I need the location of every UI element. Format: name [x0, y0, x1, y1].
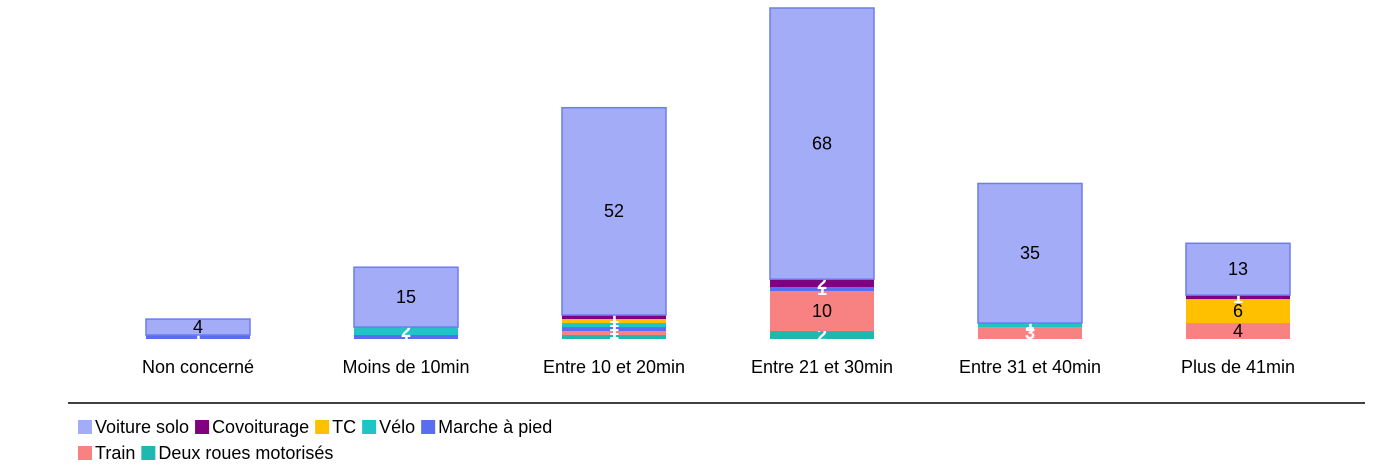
legend-label: Deux roues motorisés	[158, 443, 333, 463]
legend-label: Voiture solo	[95, 417, 189, 437]
bar-segment	[562, 315, 666, 320]
legend-label: Marche à pied	[438, 417, 552, 437]
value-label: 15	[396, 287, 416, 307]
value-label: 35	[1020, 243, 1040, 263]
x-tick-label: Plus de 41min	[1181, 357, 1295, 377]
bar-segment	[145, 318, 251, 336]
x-tick-label: Non concerné	[142, 357, 254, 377]
legend-swatch	[362, 420, 377, 434]
bar-segment	[1186, 295, 1290, 300]
bar-segment	[562, 335, 666, 339]
bar-segment	[978, 327, 1082, 339]
x-tick-label: Entre 10 et 20min	[543, 357, 685, 377]
bar-segment	[354, 327, 458, 336]
bar-segment	[770, 291, 874, 332]
bar-segment	[562, 323, 666, 328]
x-tick-label: Entre 21 et 30min	[751, 357, 893, 377]
bar-segment	[770, 279, 874, 288]
value-label: 4	[193, 317, 203, 337]
value-label: 4	[1233, 321, 1243, 341]
value-label: 10	[812, 301, 832, 321]
bar-segment	[770, 287, 874, 292]
legend-swatch	[78, 446, 92, 460]
bar-segment	[770, 331, 874, 339]
bar-segment	[562, 319, 666, 324]
value-label: 1	[609, 323, 619, 343]
value-label: 13	[1228, 259, 1248, 279]
bar-segment	[353, 266, 459, 328]
legend-label: Covoiturage	[212, 417, 309, 437]
legend-swatch	[421, 420, 436, 434]
value-label: 1	[193, 327, 203, 347]
x-tick-label: Moins de 10min	[342, 357, 469, 377]
legend-label: Vélo	[379, 417, 415, 437]
legend-label: TC	[332, 417, 356, 437]
legend-label: Train	[95, 443, 135, 463]
bar-segment	[978, 323, 1082, 328]
bar-segment	[1185, 242, 1291, 296]
value-label: 1	[609, 307, 619, 327]
value-label: 1	[817, 279, 827, 299]
value-label: 2	[817, 273, 827, 293]
value-label: 52	[604, 201, 624, 221]
bar-segment	[1186, 323, 1290, 339]
bar-segment	[562, 327, 666, 332]
value-label: 1	[609, 319, 619, 339]
bar-segment	[354, 335, 458, 339]
value-label: 1	[1025, 315, 1035, 335]
value-label: 3	[1025, 323, 1035, 343]
x-tick-label: Entre 31 et 40min	[959, 357, 1101, 377]
value-label: 2	[401, 321, 411, 341]
legend-swatch	[315, 420, 330, 434]
value-label: 6	[1233, 301, 1243, 321]
legend-swatch	[141, 446, 156, 460]
value-label: 1	[609, 311, 619, 331]
value-label: 2	[817, 325, 827, 345]
bar-segment	[146, 335, 250, 339]
bar-segment	[561, 106, 667, 316]
bar-segment	[769, 7, 875, 280]
value-label: 68	[812, 133, 832, 153]
bar-segment	[1186, 299, 1290, 324]
value-label: 1	[609, 327, 619, 347]
value-label: 1	[1233, 287, 1243, 307]
bar-segment	[977, 182, 1083, 324]
value-label: 1	[401, 327, 411, 347]
legend-swatch	[195, 420, 210, 434]
value-label: 1	[609, 315, 619, 335]
bar-segment	[562, 331, 666, 336]
legend-swatch	[78, 420, 92, 434]
